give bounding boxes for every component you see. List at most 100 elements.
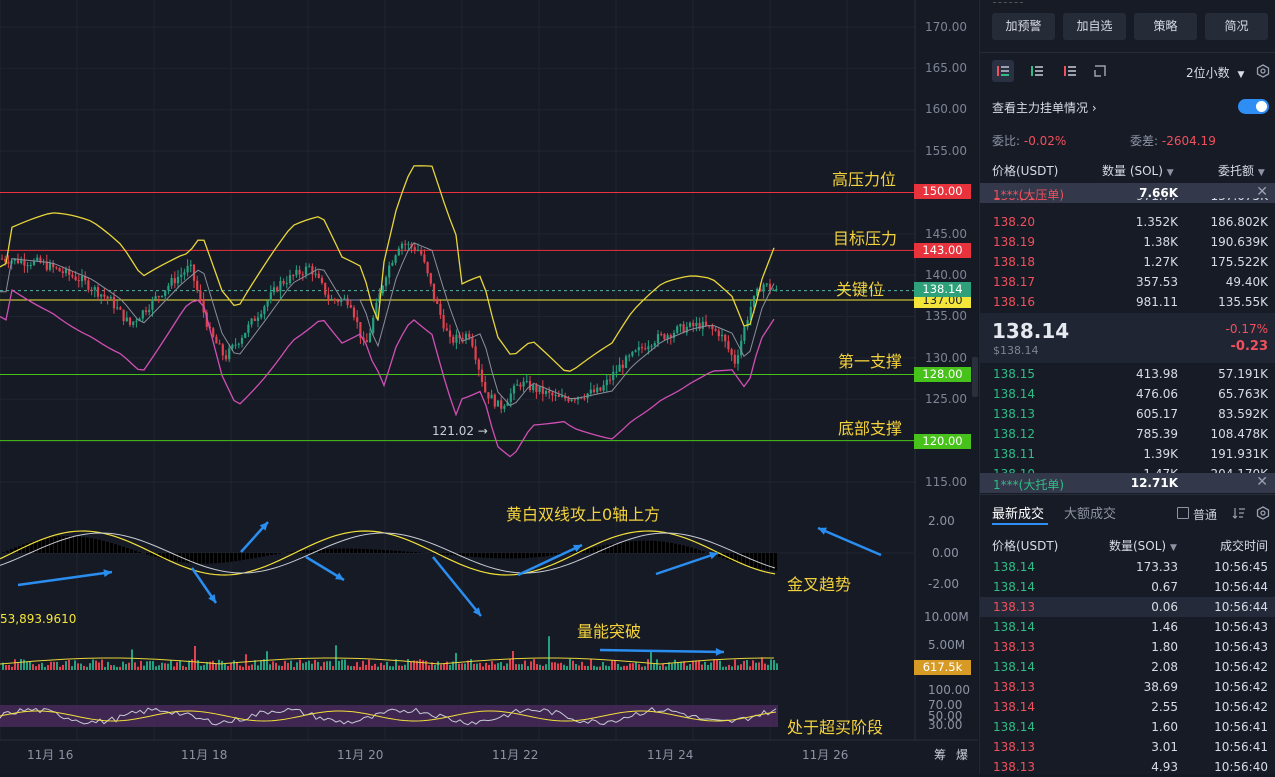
chip-distribution-toggle[interactable]: 筹: [934, 746, 946, 763]
volume-bar: [422, 660, 424, 670]
candle-body: [343, 298, 345, 299]
macd-bar: [522, 553, 525, 558]
macd-bar: [414, 552, 417, 553]
chart-area[interactable]: 170.00 165.00 160.00 155.00 145.00 140.0…: [0, 0, 978, 774]
candle-body: [766, 284, 768, 285]
volume-bar: [641, 667, 643, 670]
volume-bar: [29, 662, 31, 670]
chevron-down-icon: ▼: [1258, 168, 1265, 178]
big-buy-banner[interactable]: 1***(大托单) 12.71K ✕: [980, 473, 1275, 493]
candle-body: [1, 259, 3, 260]
volume-bar: [200, 666, 202, 670]
view-depth-icon[interactable]: [1090, 60, 1112, 82]
chart-canvas[interactable]: [0, 0, 978, 774]
volume-bar: [536, 664, 538, 670]
macd-bar: [102, 541, 105, 553]
volume-bar: [716, 660, 718, 670]
close-icon[interactable]: ✕: [1256, 474, 1268, 490]
last-price-usd: $138.14: [993, 344, 1039, 357]
volume-bar: [491, 661, 493, 670]
volume-bar: [575, 664, 577, 670]
candle-body: [299, 270, 301, 274]
candle-body: [407, 244, 409, 245]
candle-body: [71, 275, 73, 277]
view-bids-icon[interactable]: [1026, 60, 1048, 82]
normal-checkbox[interactable]: [1177, 507, 1189, 519]
candle-body: [225, 355, 227, 359]
filter-icon[interactable]: [1232, 505, 1246, 519]
candle-body: [337, 300, 339, 302]
bid-row-partial[interactable]: 138.101.47K204.170K: [980, 464, 1275, 473]
volume-left-value: 53,893.9610: [0, 612, 76, 626]
trades-header-qty[interactable]: 数量(SOL) ▼: [1109, 537, 1177, 554]
trade-qty: 3.01: [1151, 737, 1178, 757]
candle-body: [510, 394, 512, 403]
candle-body: [113, 297, 115, 308]
header-amount[interactable]: 委托额 ▼: [1218, 162, 1265, 179]
add-alert-button[interactable]: 加预警: [992, 13, 1055, 40]
bid-ask-diff: 委差: -2604.19: [1130, 132, 1216, 149]
candle-body: [388, 266, 390, 278]
liquidation-toggle[interactable]: 爆: [956, 746, 968, 763]
macd-bar: [366, 549, 369, 553]
add-watchlist-button[interactable]: 加自选: [1063, 13, 1126, 40]
trade-price: 138.14: [993, 557, 1035, 577]
candle-body: [7, 262, 9, 264]
volume-bar: [101, 660, 103, 670]
volume-bar: [557, 663, 559, 670]
ratio-value: -0.02%: [1024, 134, 1066, 148]
ask-row-partial[interactable]: 138.21 971.77 137.075K: [980, 198, 1275, 206]
strategy-button[interactable]: 策略: [1134, 13, 1197, 40]
view-both-icon[interactable]: [992, 60, 1014, 82]
candle-body: [593, 390, 595, 393]
candle-body: [238, 344, 240, 345]
candle-body: [279, 281, 281, 291]
candle-body: [494, 395, 496, 407]
volume-bar: [386, 662, 388, 670]
tab-latest-trades[interactable]: 最新成交: [992, 503, 1044, 522]
view-asks-icon[interactable]: [1059, 60, 1081, 82]
volume-bar: [8, 665, 10, 670]
settings-icon[interactable]: [1256, 63, 1270, 77]
decimals-select[interactable]: 2位小数 ▼: [1186, 64, 1244, 81]
settings-icon[interactable]: [1256, 505, 1270, 519]
tab-large-trades[interactable]: 大额成交: [1064, 503, 1116, 522]
volume-bar: [473, 664, 475, 670]
candle-body: [532, 385, 534, 390]
macd-bar: [686, 546, 689, 553]
candle-body: [199, 290, 201, 299]
main-orders-toggle[interactable]: [1238, 99, 1269, 114]
main-orders-link[interactable]: 查看主力挂单情况 ›: [992, 99, 1097, 116]
macd-bar: [246, 553, 249, 559]
candle-body: [164, 290, 166, 296]
overview-button[interactable]: 简况: [1205, 13, 1268, 40]
candle-body: [110, 297, 112, 299]
macd-bar: [58, 536, 61, 553]
candle-body: [487, 392, 489, 398]
macd-bar: [658, 541, 661, 553]
header-qty[interactable]: 数量 (SOL) ▼: [1102, 162, 1174, 179]
candle-body: [513, 386, 515, 394]
panel-collapse-handle[interactable]: [972, 357, 978, 397]
